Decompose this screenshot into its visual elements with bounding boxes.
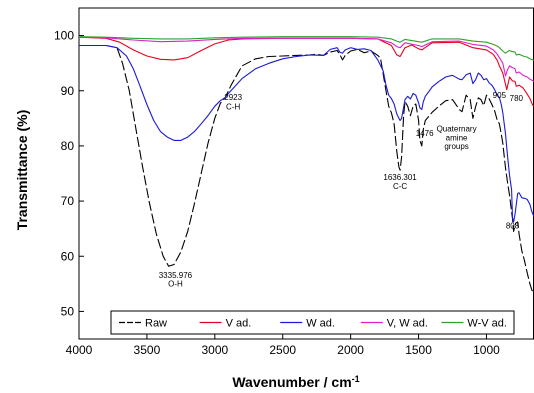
x-axis-label: Wavenumber / cm-1 bbox=[232, 374, 359, 390]
legend-label: W-V ad. bbox=[467, 318, 507, 330]
x-tick-label: 3500 bbox=[134, 343, 161, 357]
series-line-raw bbox=[79, 44, 534, 293]
peak-annotation: 1636.301 bbox=[383, 173, 417, 182]
y-tick-label: 80 bbox=[61, 139, 75, 153]
y-tick-label: 100 bbox=[54, 29, 74, 43]
peak-annotation: amine bbox=[446, 133, 468, 142]
x-tick-label: 2500 bbox=[269, 343, 296, 357]
y-tick-label: 50 bbox=[61, 304, 75, 318]
x-tick-label: 2000 bbox=[337, 343, 364, 357]
legend-label: V ad. bbox=[226, 318, 252, 330]
y-tick-label: 70 bbox=[61, 194, 75, 208]
x-tick-label: 1000 bbox=[473, 343, 500, 357]
peak-annotation: C-H bbox=[226, 103, 240, 112]
y-tick-label: 60 bbox=[61, 249, 75, 263]
legend-label: V, W ad. bbox=[387, 318, 428, 330]
series-line-w-v-ad- bbox=[78, 36, 534, 61]
peak-annotation: groups bbox=[444, 142, 468, 151]
y-tick-label: 90 bbox=[61, 84, 75, 98]
axes: 4000 3500 3000 2500 2000 1500 1000 50 60 70 80 90 10… bbox=[54, 7, 534, 357]
peak-annotation: 780 bbox=[510, 94, 524, 103]
x-tick-label: 3000 bbox=[201, 343, 228, 357]
y-axis-label: Transmittance (%) bbox=[14, 110, 30, 231]
x-tick-label: 4000 bbox=[66, 343, 93, 357]
x-tick-label: 1500 bbox=[405, 343, 432, 357]
peak-annotation: Quaternary bbox=[437, 125, 477, 134]
peak-annotation: O-H bbox=[168, 280, 183, 289]
peak-annotation: 1476 bbox=[416, 129, 434, 138]
peak-annotation: 905 bbox=[493, 91, 507, 100]
legend-box bbox=[110, 310, 515, 335]
series-line-v-ad- bbox=[78, 36, 534, 107]
legend-label: Raw bbox=[145, 318, 167, 330]
peak-annotation: 3335.976 bbox=[159, 271, 193, 280]
x-axis-label-exponent: -1 bbox=[352, 374, 360, 384]
peak-annotation: 2923 bbox=[224, 93, 242, 102]
series-line-w-ad- bbox=[79, 44, 534, 223]
series-group bbox=[78, 36, 534, 293]
legend-label: W ad. bbox=[306, 318, 335, 330]
plot-frame bbox=[78, 7, 534, 340]
x-axis-label-text: Wavenumber / cm bbox=[232, 374, 351, 390]
peak-annotation: C-C bbox=[393, 182, 407, 191]
peak-annotation: 808 bbox=[506, 222, 520, 231]
series-line-v-w-ad- bbox=[78, 36, 534, 82]
legend: Raw V ad. W ad. V, W ad. W-V ad. bbox=[110, 310, 515, 335]
